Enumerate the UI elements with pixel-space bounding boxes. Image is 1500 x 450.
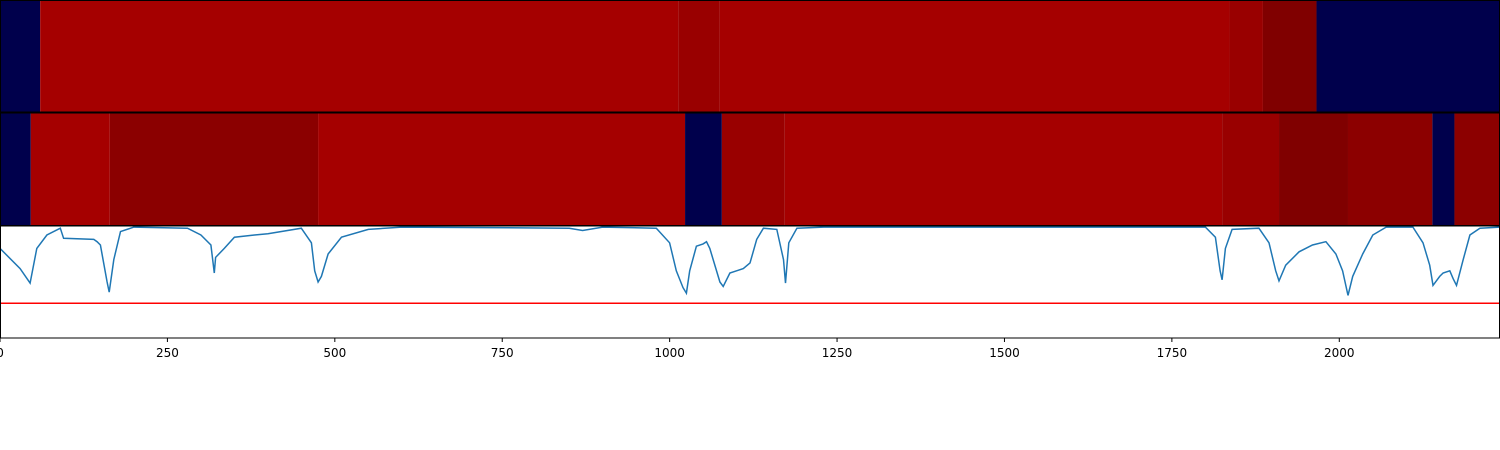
strip-segment xyxy=(0,113,31,226)
x-tick-label: 1250 xyxy=(822,346,853,360)
x-tick-label: 1750 xyxy=(1157,346,1188,360)
strip-segment xyxy=(1432,113,1455,226)
strip-segment xyxy=(721,113,785,226)
strip-segment xyxy=(318,113,686,226)
strip-segment xyxy=(30,113,110,226)
strip-segment xyxy=(1454,113,1500,226)
strip-segment xyxy=(784,113,1223,226)
strip-segment xyxy=(1229,0,1263,112)
strip-segment xyxy=(1262,0,1317,112)
x-tick-label: 500 xyxy=(323,346,346,360)
strip-segment xyxy=(1316,0,1500,112)
strip-segment xyxy=(109,113,319,226)
x-tick-label: 250 xyxy=(156,346,179,360)
data-line xyxy=(0,226,1500,296)
strip-segment xyxy=(1347,113,1433,226)
strip-segment xyxy=(40,0,679,112)
strip-segment xyxy=(1279,113,1348,226)
strip-segment xyxy=(685,113,722,226)
x-tick-label: 750 xyxy=(491,346,514,360)
x-tick-label: 1500 xyxy=(989,346,1020,360)
x-tick-label: 1000 xyxy=(654,346,685,360)
strip-segment xyxy=(1222,113,1280,226)
strip-segment xyxy=(719,0,1230,112)
plot-frame xyxy=(0,225,1500,339)
strip-segment xyxy=(678,0,720,112)
x-tick-label: 2000 xyxy=(1324,346,1355,360)
strip-segment xyxy=(0,0,41,112)
x-tick-label: 0 xyxy=(0,346,4,360)
